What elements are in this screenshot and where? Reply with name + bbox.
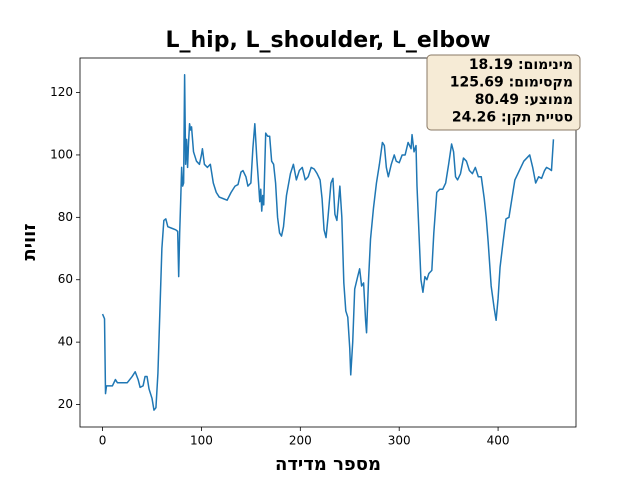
chart-title: L_hip, L_shoulder, L_elbow	[165, 28, 490, 53]
x-tick-label: 200	[289, 434, 312, 448]
x-tick-label: 400	[487, 434, 510, 448]
x-tick-label: 0	[99, 434, 107, 448]
data-line	[101, 74, 555, 411]
x-tick-label: 300	[388, 434, 411, 448]
plot-frame	[79, 57, 577, 428]
y-tick-label: 120	[50, 85, 73, 99]
stats-text: סטיית תקן: 24.26	[452, 110, 573, 126]
stats-text: מקסימום: 125.69	[450, 75, 573, 91]
stats-text: ממוצע: 80.49	[475, 92, 573, 108]
stats-box	[426, 54, 581, 131]
x-tick-label: 100	[190, 434, 213, 448]
y-axis-label: זווית	[19, 223, 40, 260]
y-tick-label: 100	[50, 147, 73, 161]
x-axis-label: מספר מדידה	[275, 454, 381, 475]
y-tick-label: 60	[58, 272, 73, 286]
stats-text: מינימום: 18.19	[469, 57, 573, 73]
y-tick-label: 20	[58, 397, 73, 411]
y-tick-label: 80	[58, 210, 73, 224]
y-tick-label: 40	[58, 335, 73, 349]
